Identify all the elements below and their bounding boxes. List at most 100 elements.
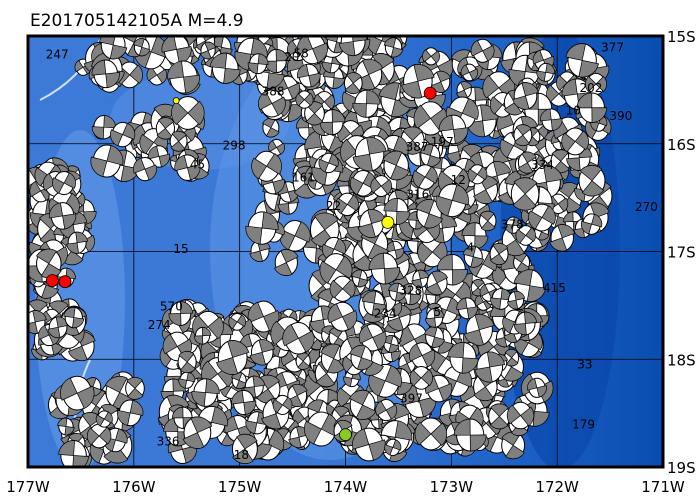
beachball	[318, 152, 339, 174]
depth-label: 316	[406, 188, 429, 202]
beachball	[304, 101, 325, 126]
beachball	[216, 340, 250, 375]
beachballs: 3973903883783774153872982742701973363283…	[28, 36, 658, 467]
beachball	[245, 211, 279, 245]
beachball	[57, 417, 75, 436]
beachball	[517, 151, 537, 174]
lat-label: 15S	[667, 28, 696, 46]
beachball	[409, 342, 436, 369]
beachball	[561, 127, 589, 156]
beachball	[182, 416, 213, 449]
beachball	[268, 138, 285, 156]
beachball	[540, 108, 563, 132]
beachball	[565, 43, 599, 78]
beachball	[275, 75, 301, 101]
beachball	[116, 399, 144, 427]
depth-label: 247	[46, 47, 69, 61]
lat-label: 16S	[667, 136, 696, 154]
beachball	[247, 300, 280, 333]
beachball	[357, 208, 386, 239]
depth-label: 58	[294, 46, 309, 60]
beachball	[490, 288, 512, 310]
beachball	[58, 439, 89, 467]
event-marker-green	[339, 428, 352, 442]
beachball	[295, 90, 314, 109]
beachball	[375, 398, 398, 422]
beachball	[462, 245, 484, 268]
beachball	[425, 308, 445, 328]
beachball	[178, 371, 196, 389]
beachball	[177, 350, 197, 374]
beachball	[409, 365, 433, 390]
beachball	[382, 150, 410, 181]
beachball	[467, 164, 488, 185]
beachball	[296, 63, 321, 88]
beachball	[506, 401, 535, 430]
depth-label: 334	[531, 158, 554, 172]
beachball	[412, 164, 438, 190]
beachball	[272, 394, 293, 415]
beachball	[585, 72, 607, 96]
beachball	[63, 306, 85, 329]
depth-label: 270	[635, 200, 658, 214]
beachball	[488, 403, 511, 430]
beachball	[453, 418, 487, 452]
beachball	[66, 231, 88, 254]
depth-label: 20	[284, 50, 299, 64]
beachball	[513, 311, 538, 336]
beachball	[288, 426, 310, 449]
beachball	[512, 82, 539, 110]
depth-label: 45	[190, 158, 205, 172]
beachball	[513, 124, 533, 147]
depth-label: 336	[157, 434, 180, 448]
event-marker-red	[45, 274, 59, 287]
beachball	[52, 170, 76, 196]
depth-label: 298	[223, 139, 246, 153]
beachball	[415, 198, 443, 229]
beachball	[361, 290, 387, 316]
depth-label: 388	[262, 84, 285, 98]
beachball	[414, 417, 448, 451]
depth-label: 387	[406, 140, 429, 154]
lon-label: 175W	[218, 478, 262, 496]
beachball	[580, 213, 603, 235]
beachball	[116, 61, 143, 89]
beachball	[99, 36, 128, 60]
beachball	[504, 348, 520, 367]
map-frame	[26, 34, 665, 469]
beachball	[368, 252, 401, 285]
beachball	[28, 310, 47, 335]
beachball	[282, 322, 315, 355]
beachball	[456, 297, 478, 320]
beachball	[86, 423, 112, 449]
beachball	[335, 192, 359, 217]
beachball	[133, 37, 151, 57]
beachball	[550, 149, 571, 174]
beachball	[456, 81, 473, 99]
beachball	[228, 312, 246, 331]
lon-label: 176W	[112, 478, 156, 496]
beachball	[60, 375, 95, 411]
beachball	[352, 136, 387, 172]
beachball	[383, 37, 404, 58]
highlighted-events	[45, 86, 437, 442]
map-title: E201705142105A M=4.9	[30, 11, 244, 31]
beachball	[169, 130, 188, 152]
beachball	[258, 89, 286, 118]
beachball	[125, 376, 145, 400]
beachball	[528, 203, 556, 232]
depth-label: 161	[292, 171, 315, 185]
beachball	[304, 411, 339, 447]
depth-label: 234	[374, 306, 397, 320]
beachball	[527, 377, 547, 398]
beachball	[279, 219, 311, 252]
beachball	[262, 117, 280, 138]
beachball	[447, 341, 479, 374]
beachball	[474, 351, 506, 383]
beachball	[419, 143, 442, 168]
depth-label: 202	[579, 81, 602, 95]
beachball	[91, 59, 120, 89]
beachball	[209, 52, 241, 84]
beachball	[387, 282, 407, 302]
lat-label: 19S	[667, 459, 696, 477]
